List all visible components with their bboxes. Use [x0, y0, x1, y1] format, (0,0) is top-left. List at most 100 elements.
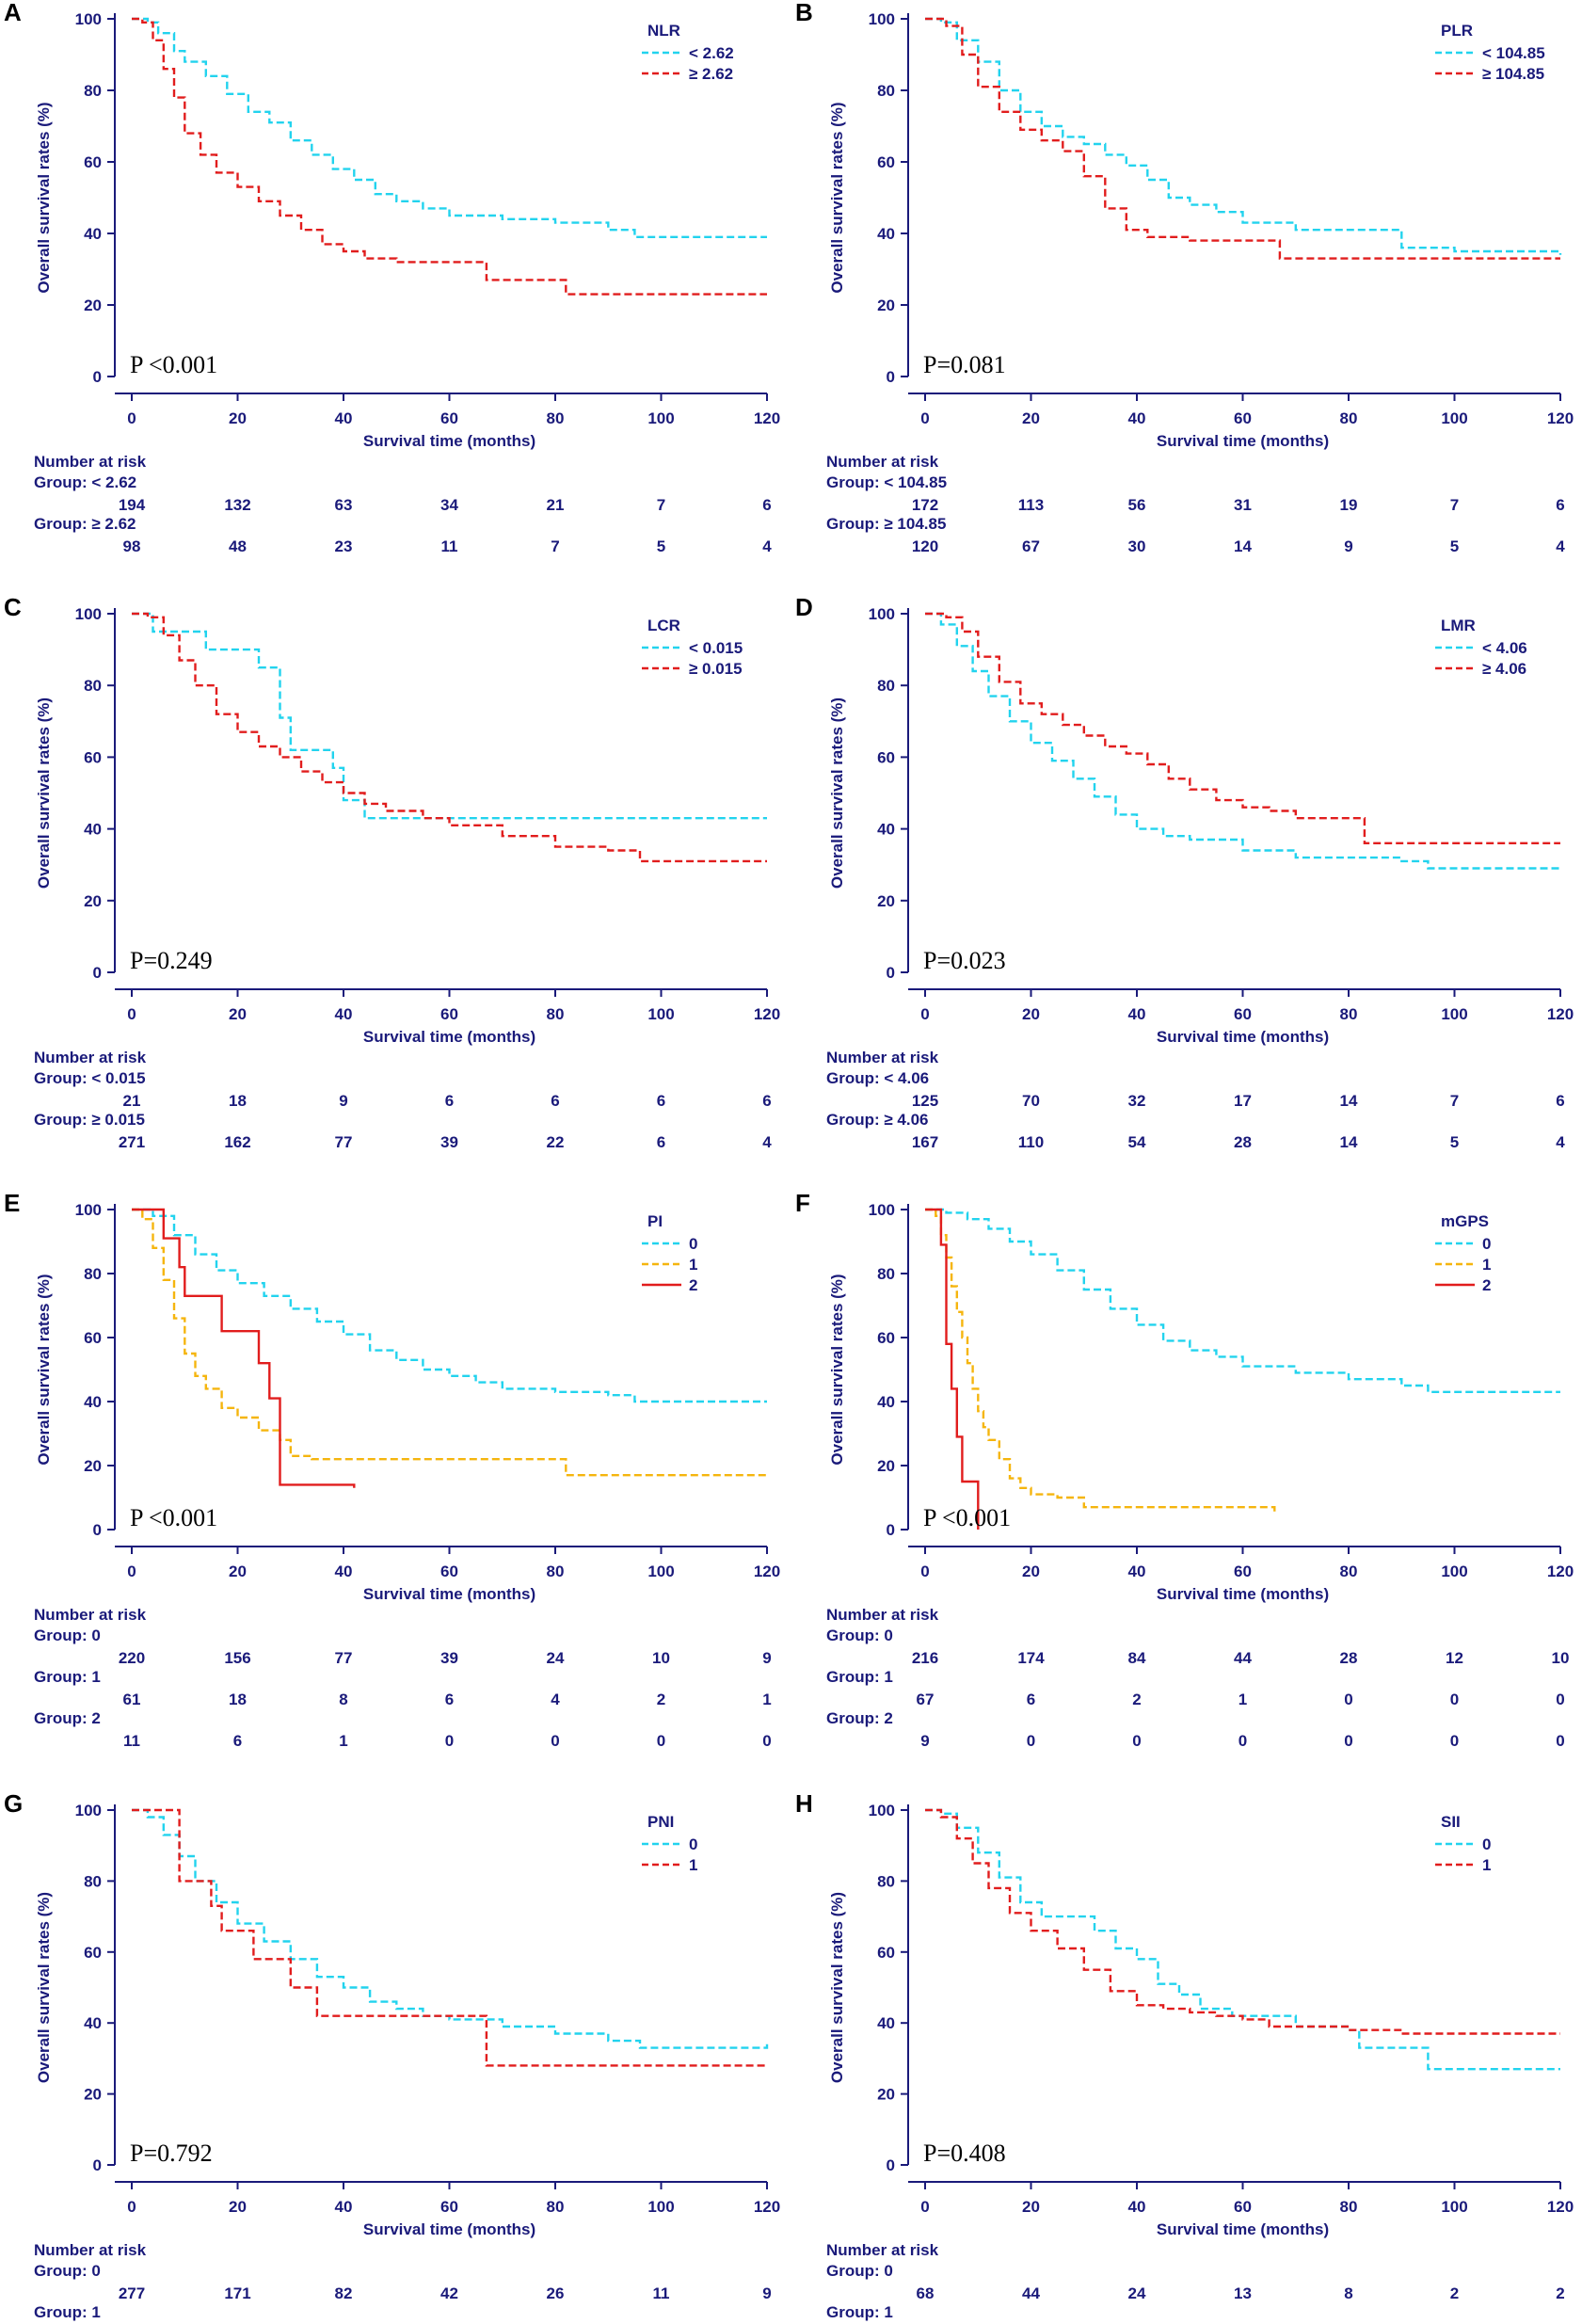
x-tick-label: 80: [547, 409, 565, 427]
risk-count: 12: [1446, 1649, 1463, 1667]
risk-count: 14: [1340, 1133, 1358, 1151]
risk-count: 67: [917, 1691, 935, 1708]
panel-letter: H: [795, 1789, 813, 1818]
risk-count: 1: [762, 1691, 771, 1708]
axes: [114, 1204, 767, 1547]
legend-entry: 2: [1482, 1276, 1491, 1294]
x-axis-title: Survival time (months): [1157, 2220, 1329, 2238]
x-axis-title: Survival time (months): [363, 1585, 535, 1603]
survival-curve-1: [925, 1208, 1560, 1393]
x-tick-label: 120: [1547, 1005, 1574, 1023]
risk-group-label: Group: 0: [826, 1627, 893, 1644]
risk-count: 6: [551, 1092, 559, 1110]
x-tick-label: 0: [920, 2198, 929, 2216]
risk-count: 14: [1234, 537, 1252, 555]
panel-letter: B: [795, 0, 813, 26]
y-tick-label: 80: [877, 1265, 895, 1283]
risk-count: 5: [1450, 537, 1459, 555]
legend-entry: 1: [689, 1256, 697, 1274]
x-axis-title: Survival time (months): [363, 432, 535, 450]
risk-group-label: Group: < 104.85: [826, 473, 947, 491]
y-axis-title: Overall survival rates (%): [35, 1274, 53, 1465]
risk-count: 7: [657, 496, 665, 514]
survival-curve-1: [925, 1808, 1560, 2071]
y-tick-label: 80: [84, 1872, 102, 1890]
axes: [114, 13, 767, 394]
legend-title: LCR: [647, 617, 680, 634]
y-tick-label: 60: [877, 1329, 895, 1347]
risk-count: 68: [917, 2284, 935, 2302]
y-tick-label: 20: [84, 297, 102, 314]
risk-count: 9: [339, 1092, 347, 1110]
x-tick-label: 40: [1128, 1563, 1146, 1580]
y-tick-label: 100: [869, 1201, 895, 1219]
x-tick-label: 80: [1340, 2198, 1358, 2216]
risk-count: 277: [119, 2284, 145, 2302]
risk-count: 28: [1234, 1133, 1252, 1151]
risk-count: 2: [657, 1691, 665, 1708]
risk-group-label: Group: ≥ 2.62: [34, 515, 136, 533]
x-tick-label: 0: [920, 409, 929, 427]
legend-title: PNI: [647, 1813, 674, 1831]
risk-count: 9: [762, 2284, 771, 2302]
risk-count: 0: [1556, 1691, 1564, 1708]
p-value: P <0.001: [130, 351, 217, 378]
legend-title: LMR: [1441, 617, 1476, 634]
panel-letter: G: [4, 1789, 23, 1818]
risk-count: 6: [445, 1092, 454, 1110]
y-tick-label: 80: [84, 82, 102, 100]
x-axis-title: Survival time (months): [363, 2220, 535, 2238]
x-tick-label: 0: [920, 1005, 929, 1023]
y-axis-title: Overall survival rates (%): [35, 697, 53, 889]
risk-count: 5: [657, 537, 665, 555]
risk-count: 10: [652, 1649, 670, 1667]
panel-letter: F: [795, 1189, 810, 1217]
x-tick-label: 0: [127, 1563, 136, 1580]
x-tick-label: 0: [127, 1005, 136, 1023]
risk-count: 0: [1450, 1691, 1459, 1708]
legend-entry: < 104.85: [1482, 44, 1545, 62]
risk-count: 61: [123, 1691, 141, 1708]
risk-group-label: Group: 2: [34, 1709, 101, 1727]
x-tick-label: 0: [127, 409, 136, 427]
risk-count: 4: [551, 1691, 560, 1708]
y-tick-label: 40: [84, 1393, 102, 1411]
y-tick-label: 100: [75, 1802, 102, 1819]
panel-letter: C: [4, 593, 22, 621]
risk-count: 8: [1344, 2284, 1352, 2302]
x-tick-label: 60: [440, 1563, 458, 1580]
x-tick-label: 100: [1441, 1563, 1467, 1580]
x-tick-label: 20: [229, 2198, 247, 2216]
y-tick-label: 0: [93, 964, 102, 982]
y-tick-label: 20: [877, 892, 895, 910]
x-tick-label: 120: [754, 2198, 780, 2216]
survival-curve-1: [925, 612, 1560, 870]
risk-count: 220: [119, 1649, 145, 1667]
y-tick-label: 0: [887, 1521, 895, 1539]
axes: [907, 1204, 1560, 1547]
y-tick-label: 0: [93, 368, 102, 386]
risk-count: 21: [547, 496, 565, 514]
y-tick-label: 60: [84, 153, 102, 171]
risk-count: 0: [445, 1732, 454, 1750]
risk-count: 4: [1556, 1133, 1565, 1151]
y-tick-label: 0: [93, 1521, 102, 1539]
x-tick-label: 20: [229, 1563, 247, 1580]
survival-curve-1: [925, 17, 1562, 255]
y-tick-label: 20: [877, 2086, 895, 2104]
risk-count: 0: [1556, 1732, 1564, 1750]
y-tick-label: 100: [869, 605, 895, 623]
x-tick-label: 80: [1340, 1563, 1358, 1580]
y-tick-label: 20: [84, 892, 102, 910]
x-tick-label: 120: [754, 409, 780, 427]
km-panel-c: C 0 20 40 60 80 100 0 20 40 60 80 100 120 Survival tim…: [4, 593, 780, 1151]
risk-count: 84: [1128, 1649, 1146, 1667]
risk-group-label: Group: 0: [826, 2262, 893, 2280]
risk-count: 7: [1450, 1092, 1459, 1110]
risk-count: 10: [1552, 1649, 1570, 1667]
legend-entry: 1: [1482, 1256, 1491, 1274]
x-tick-label: 120: [1547, 2198, 1574, 2216]
p-value: P <0.001: [923, 1504, 1011, 1531]
x-tick-label: 100: [647, 1005, 674, 1023]
x-tick-label: 60: [1234, 2198, 1252, 2216]
